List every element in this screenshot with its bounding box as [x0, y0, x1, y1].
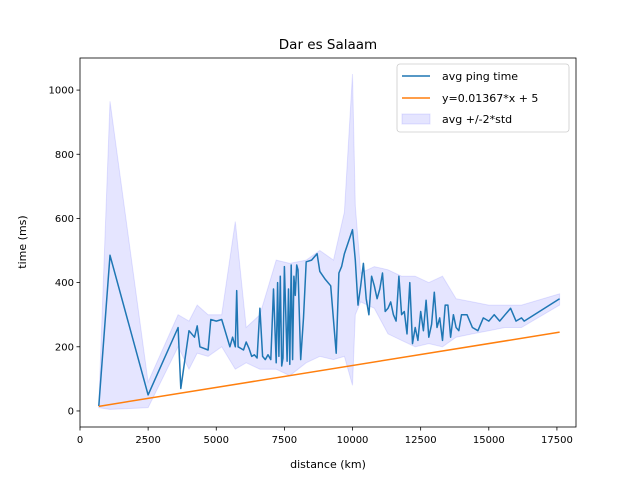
x-tick-label: 7500	[272, 435, 297, 446]
y-tick-label: 200	[55, 342, 74, 353]
y-tick-label: 400	[55, 278, 74, 289]
y-axis-label: time (ms)	[16, 215, 29, 268]
y-ticks: 0 200 400 600 800 1000	[49, 86, 80, 417]
chart-title: Dar es Salaam	[279, 37, 377, 53]
y-tick-label: 1000	[49, 86, 74, 97]
x-tick-label: 0	[77, 435, 83, 446]
y-tick-label: 800	[55, 150, 74, 161]
legend-band-swatch	[401, 113, 431, 125]
x-tick-label: 15000	[473, 435, 505, 446]
y-tick-label: 600	[55, 214, 74, 225]
y-tick-label: 0	[68, 406, 74, 417]
x-tick-label: 10000	[337, 435, 369, 446]
legend-box	[396, 63, 570, 133]
x-tick-label: 2500	[135, 435, 160, 446]
avg-ping-line	[98, 228, 561, 407]
x-tick-label: 5000	[204, 435, 229, 446]
std-band-layer	[98, 73, 561, 410]
line-layer	[98, 228, 561, 408]
legend-avg-label: avg ping time	[442, 70, 518, 83]
std-band	[98, 73, 561, 410]
legend-fit-label: y=0.01367*x + 5	[442, 92, 538, 105]
axes-frame	[79, 57, 577, 428]
legend: avg ping time y=0.01367*x + 5 avg +/-2*s…	[396, 63, 570, 133]
x-ticks: 0 2500 5000 7500 10000 12500 15000 17500	[77, 427, 573, 446]
x-axis-label: distance (km)	[290, 458, 366, 471]
x-tick-label: 17500	[541, 435, 573, 446]
x-tick-label: 12500	[405, 435, 437, 446]
legend-band-label: avg +/-2*std	[442, 113, 512, 126]
fit-line	[98, 331, 560, 408]
